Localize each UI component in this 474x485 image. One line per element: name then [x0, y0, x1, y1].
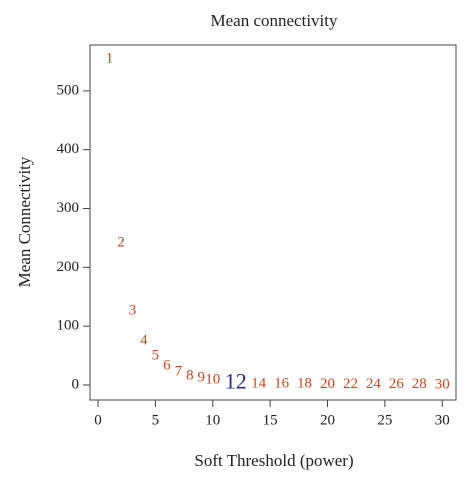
y-tick-label: 400	[57, 141, 80, 157]
y-tick-label: 500	[57, 82, 80, 98]
point-label: 28	[412, 376, 427, 392]
y-tick-label: 200	[57, 259, 80, 275]
point-label: 3	[129, 302, 137, 318]
y-tick-label: 0	[72, 376, 80, 392]
point-label: 9	[198, 369, 206, 385]
plot-frame	[89, 44, 457, 401]
point-label: 18	[297, 376, 312, 392]
x-tick-label: 20	[320, 412, 335, 428]
point-label: 7	[175, 363, 183, 379]
x-axis-label: Soft Threshold (power)	[194, 451, 353, 470]
point-label: 16	[274, 376, 290, 392]
point-label: 24	[366, 376, 382, 392]
point-label: 5	[152, 348, 160, 364]
point-label: 8	[186, 368, 194, 384]
y-tick-label: 100	[57, 318, 80, 334]
chart-title: Mean connectivity	[211, 11, 338, 30]
point-label: 22	[343, 376, 358, 392]
point-label: 6	[163, 358, 171, 374]
point-label: 4	[140, 332, 148, 348]
x-tick-label: 15	[263, 412, 278, 428]
point-label: 1	[106, 51, 114, 67]
x-tick-label: 0	[94, 412, 102, 428]
point-label: 26	[389, 376, 405, 392]
point-label: 12	[225, 368, 247, 393]
x-tick-label: 30	[435, 412, 450, 428]
y-axis-label: Mean Connectivity	[15, 156, 34, 287]
point-label: 10	[205, 372, 220, 388]
point-label: 14	[251, 375, 267, 391]
x-tick-label: 10	[205, 412, 220, 428]
y-tick-label: 300	[57, 200, 80, 216]
point-label: 30	[435, 376, 450, 392]
x-tick-label: 5	[152, 412, 160, 428]
point-label: 2	[117, 235, 125, 251]
x-tick-label: 25	[377, 412, 392, 428]
point-label: 20	[320, 376, 335, 392]
